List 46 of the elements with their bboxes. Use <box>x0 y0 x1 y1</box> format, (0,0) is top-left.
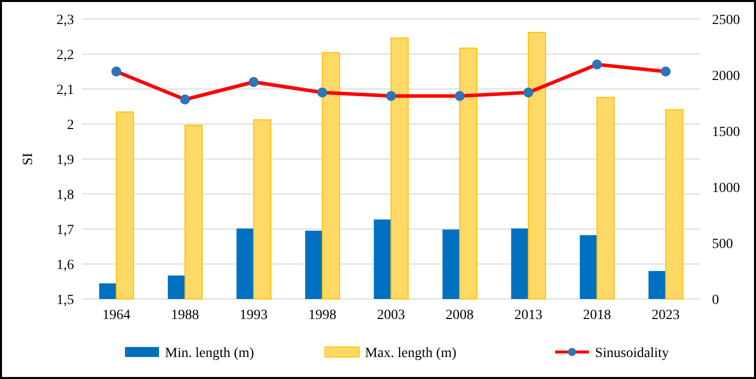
bar <box>374 219 391 299</box>
y2-tick-label: 1500 <box>712 124 740 140</box>
y-tick-label: 1,8 <box>56 188 74 203</box>
bar <box>665 109 684 300</box>
y2-tick-label: 2000 <box>712 68 740 84</box>
bar <box>305 230 322 299</box>
x-tick-label: 2023 <box>652 308 680 323</box>
bar <box>511 228 528 299</box>
x-tick-label: 2008 <box>446 308 474 323</box>
y2-tick-label: 1000 <box>712 180 740 196</box>
bar <box>442 230 460 299</box>
legend-label: Sinusoidality <box>595 346 669 361</box>
bar <box>528 32 546 300</box>
y-tick-label: 1,5 <box>56 292 74 308</box>
x-tick-label: 1993 <box>240 308 268 323</box>
bar <box>116 111 134 300</box>
legend-label: Min. length (m) <box>165 346 254 361</box>
bar <box>648 271 666 299</box>
x-tick-label: 1988 <box>171 308 199 323</box>
y2-tick-label: 2500 <box>712 12 740 28</box>
y-tick-label: 2,1 <box>56 82 74 98</box>
y2-tick-label: 0 <box>712 292 719 308</box>
bar <box>459 48 478 300</box>
bar <box>253 119 272 300</box>
bar <box>580 235 597 299</box>
bar <box>596 96 615 300</box>
bar <box>168 275 185 299</box>
y-tick-label: 2 <box>67 118 74 133</box>
y-axis-title: SI <box>21 152 36 166</box>
bar <box>390 38 409 300</box>
bar <box>184 124 203 300</box>
y-tick-label: 2,3 <box>56 12 74 28</box>
bar <box>99 283 116 299</box>
y-tick-label: 1,9 <box>56 152 74 168</box>
x-tick-label: 2003 <box>377 308 405 323</box>
y-tick-label: 1,7 <box>56 222 74 238</box>
legend-label: Max. length (m) <box>365 346 457 361</box>
x-tick-label: 2018 <box>583 308 611 323</box>
bar <box>236 228 254 299</box>
y2-tick-label: 500 <box>712 236 733 252</box>
x-tick-label: 2013 <box>514 308 542 323</box>
bar <box>322 52 340 300</box>
x-tick-label: 1998 <box>308 308 336 323</box>
y-tick-label: 1,6 <box>56 258 74 273</box>
x-tick-label: 1964 <box>102 308 130 323</box>
y-tick-label: 2,2 <box>56 48 74 63</box>
